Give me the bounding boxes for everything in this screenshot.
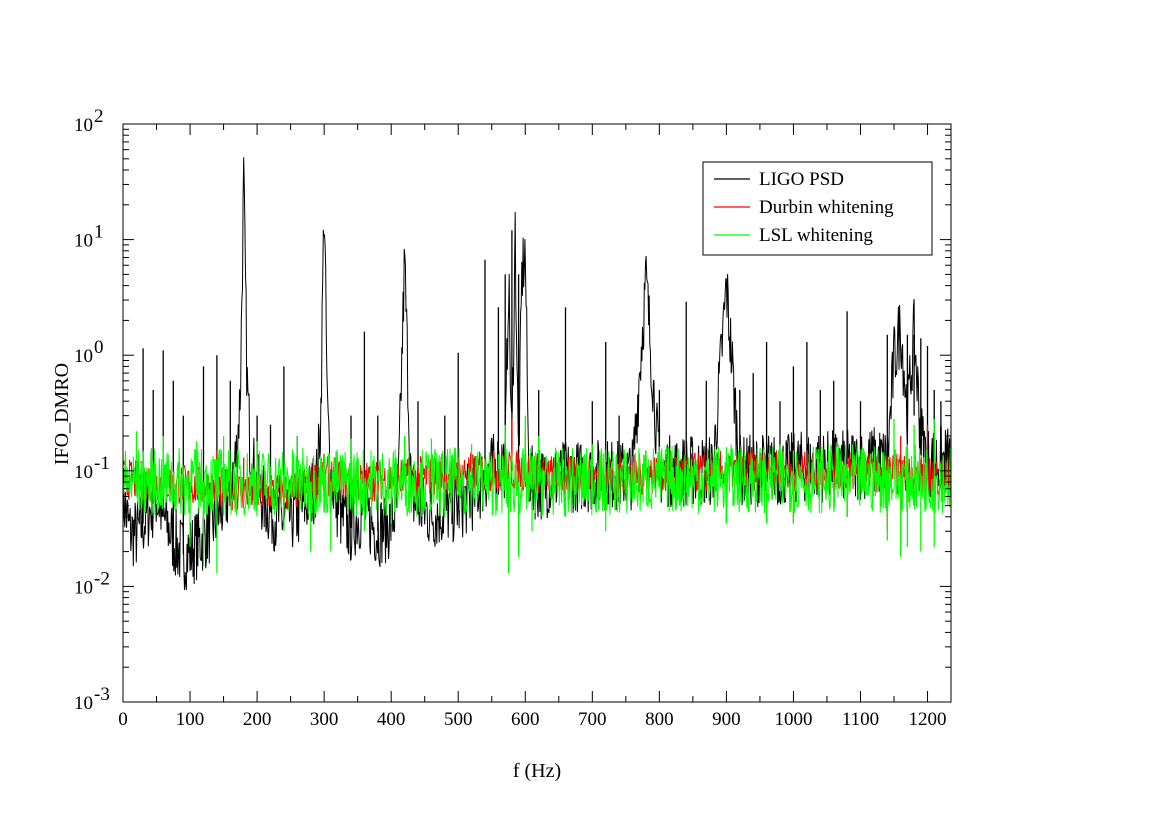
y-tick-label: 10 (74, 577, 93, 598)
legend-label: LSL whitening (759, 225, 873, 246)
series-layer (123, 157, 951, 590)
y-tick-exponent: 1 (94, 222, 104, 243)
y-tick-exponent: -2 (94, 568, 110, 589)
x-tick-label: 100 (176, 709, 205, 730)
plot-frame (122, 123, 952, 703)
x-tick-label: 700 (578, 709, 607, 730)
y-tick-exponent: -3 (94, 684, 110, 705)
y-tick-label: 10 (74, 346, 93, 367)
x-tick-label: 1000 (774, 709, 812, 730)
y-tick-label: 10 (74, 115, 93, 136)
x-tick-label: 1200 (909, 709, 947, 730)
x-tick-label: 200 (243, 709, 272, 730)
x-tick-label: 500 (444, 709, 473, 730)
x-tick-label: 1100 (842, 709, 879, 730)
x-tick-label: 300 (310, 709, 339, 730)
axes-layer: 0 100 200 300 400 500 600 700 800 900 1000 1100 1200… (74, 106, 952, 730)
y-tick-exponent: 2 (94, 106, 104, 127)
y-axis-label: IFO_DMRO (51, 363, 73, 465)
x-axis-label: f (Hz) (513, 760, 561, 782)
x-tick-label: 800 (645, 709, 674, 730)
x-tick-label: 0 (118, 709, 128, 730)
y-tick-label: 10 (74, 693, 93, 714)
y-tick-label: 10 (74, 462, 93, 483)
series-lsl-whitening (123, 415, 951, 574)
legend: LIGO PSD Durbin whitening LSL whitening (702, 161, 933, 256)
y-tick-label: 10 (74, 231, 93, 252)
y-tick-exponent: 0 (94, 337, 104, 358)
x-tick-label: 400 (377, 709, 406, 730)
legend-box (702, 161, 933, 256)
y-tick-exponent: -1 (94, 453, 110, 474)
x-tick-label: 900 (712, 709, 741, 730)
legend-label: LIGO PSD (759, 169, 844, 190)
x-tick-label: 600 (511, 709, 540, 730)
series-line (123, 444, 951, 517)
legend-label: Durbin whitening (759, 197, 894, 218)
